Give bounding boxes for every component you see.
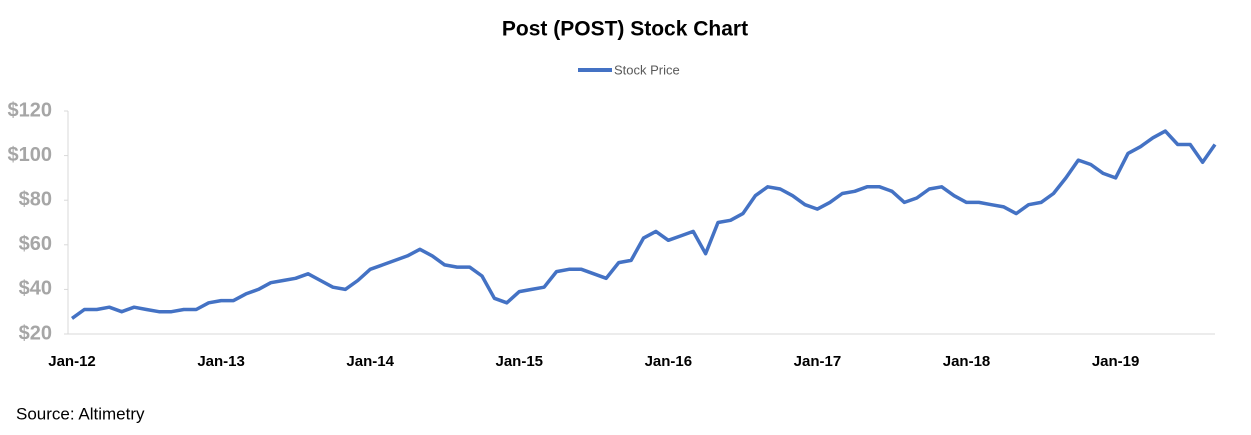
y-tick-label: $100 bbox=[8, 144, 53, 166]
y-tick-label: $60 bbox=[19, 233, 52, 255]
line-series bbox=[70, 129, 1217, 320]
x-tick-label: Jan-19 bbox=[1092, 353, 1140, 370]
x-tick-label: Jan-18 bbox=[943, 353, 991, 370]
legend-label: Stock Price bbox=[614, 62, 680, 77]
y-tick-label: $120 bbox=[8, 99, 53, 121]
x-tick-label: Jan-12 bbox=[48, 353, 96, 370]
x-tick-label: Jan-17 bbox=[794, 353, 842, 370]
y-tick-label: $80 bbox=[19, 188, 52, 210]
chart-title: Post (POST) Stock Chart bbox=[502, 18, 748, 41]
y-tick-label: $20 bbox=[19, 322, 52, 344]
x-tick-label: Jan-16 bbox=[645, 353, 693, 370]
x-tick-label: Jan-14 bbox=[346, 353, 394, 370]
x-tick-label: Jan-13 bbox=[197, 353, 245, 370]
y-tick-label: $40 bbox=[19, 278, 52, 300]
source: Source: Altimetry bbox=[16, 404, 145, 423]
x-tick-label: Jan-15 bbox=[495, 353, 543, 370]
